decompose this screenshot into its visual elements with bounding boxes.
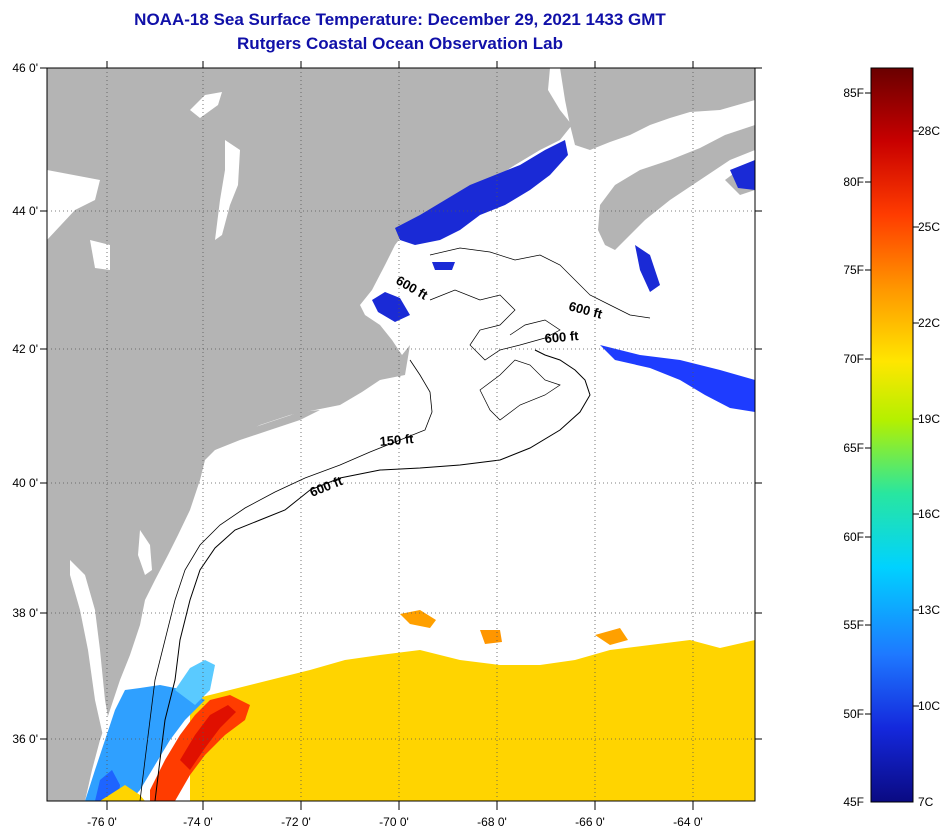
land-new-brunswick	[560, 68, 755, 150]
contour-150ft	[139, 359, 433, 801]
sst-gulf-stream-core	[180, 705, 236, 770]
colorbar-label-f: 60F	[843, 530, 864, 544]
colorbar-ticks	[865, 92, 919, 715]
colorbar-label-f: 65F	[843, 441, 864, 455]
contour-label: 600 ft	[544, 328, 580, 346]
sst-cold-patch	[730, 160, 755, 190]
chesapeake-bay	[70, 560, 112, 745]
colorbar-label-f: 75F	[843, 263, 864, 277]
land-cape-cod	[380, 345, 405, 378]
colorbar-label-c: 13C	[918, 603, 940, 617]
sst-cold-patch	[432, 262, 455, 270]
colorbar-label-f: 45F	[843, 795, 864, 809]
axis-ticks	[40, 61, 762, 810]
lake	[47, 170, 100, 240]
colorbar-label-f: 85F	[843, 86, 864, 100]
lon-label: -66 0'	[575, 815, 605, 829]
lon-label: -64 0'	[673, 815, 703, 829]
land-mainland	[47, 68, 572, 801]
map-subtitle: Rutgers Coastal Ocean Observation Lab	[237, 34, 563, 53]
lon-label: -74 0'	[183, 815, 213, 829]
colorbar-label-c: 10C	[918, 699, 940, 713]
lat-label: 44 0'	[12, 204, 38, 218]
colorbar-label-c: 16C	[918, 507, 940, 521]
lat-label: 38 0'	[12, 606, 38, 620]
land-nova-scotia	[598, 125, 755, 250]
colorbar-label-f: 55F	[843, 618, 864, 632]
contour-600ft	[154, 349, 591, 801]
colorbar-label-f: 50F	[843, 707, 864, 721]
colorbar-label-c: 25C	[918, 220, 940, 234]
colorbar-label-c: 28C	[918, 124, 940, 138]
lat-label: 36 0'	[12, 732, 38, 746]
colorbar-label-c: 22C	[918, 316, 940, 330]
map-frame	[46, 67, 756, 802]
lake	[215, 140, 240, 240]
colorbar-label-c: 19C	[918, 412, 940, 426]
sst-nearshore-yellow	[100, 785, 145, 801]
contour-label: 150 ft	[379, 431, 415, 449]
sst-warm-patch	[480, 630, 502, 644]
colorbar-label-f: 70F	[843, 352, 864, 366]
lon-label: -68 0'	[477, 815, 507, 829]
lat-label: 42 0'	[12, 342, 38, 356]
land-long-island	[210, 410, 320, 450]
sst-cold-patch-scotian	[600, 345, 755, 412]
sst-warm-area	[190, 640, 755, 801]
sst-warm-patch	[595, 628, 628, 645]
sst-shelf-water	[85, 685, 205, 801]
sst-cold-patch	[372, 292, 410, 322]
colorbar	[870, 67, 914, 803]
lon-label: -70 0'	[379, 815, 409, 829]
delaware-bay	[138, 530, 152, 575]
lon-label: -76 0'	[87, 815, 117, 829]
lat-label: 40 0'	[12, 476, 38, 490]
lon-label: -72 0'	[281, 815, 311, 829]
sst-cold-patch	[635, 245, 660, 292]
contour-gulf-of-maine	[429, 247, 651, 319]
contour-gulf-of-maine	[429, 289, 561, 361]
sst-warm-patch	[400, 610, 436, 628]
colorbar-label-c: 7C	[918, 795, 934, 809]
lake	[190, 92, 222, 118]
sst-shelf-water-light	[175, 660, 215, 705]
lake	[90, 240, 110, 270]
colorbar-label-f: 80F	[843, 175, 864, 189]
map-title: NOAA-18 Sea Surface Temperature: Decembe…	[134, 10, 666, 29]
sst-cold-band-maine	[395, 140, 568, 245]
lat-label: 46 0'	[12, 61, 38, 75]
